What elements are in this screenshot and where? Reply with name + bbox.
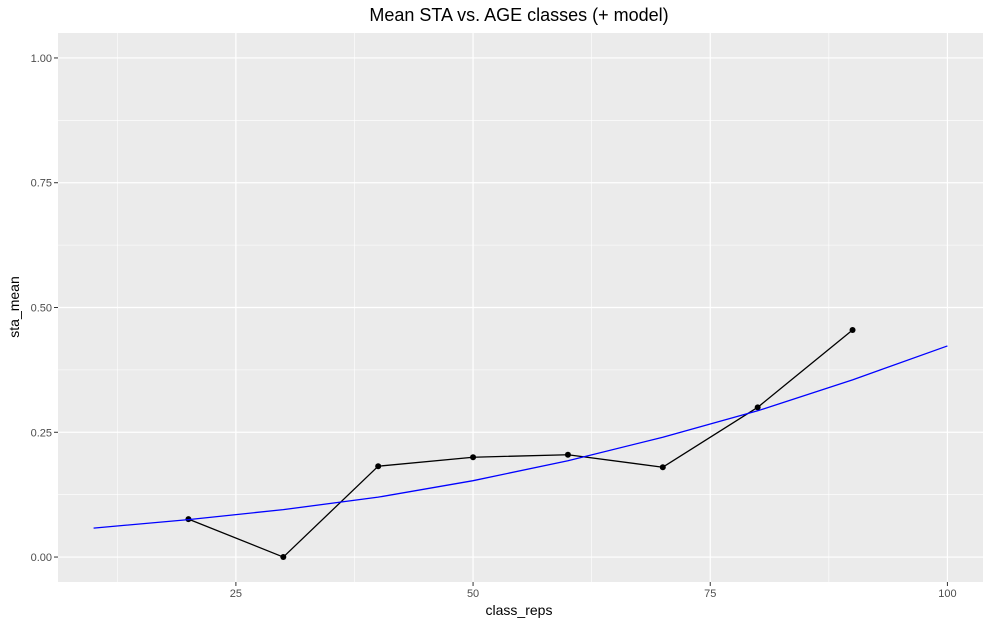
y-tick-label: 0.00 (31, 552, 52, 564)
y-tick-label: 0.50 (31, 303, 52, 315)
data-point (280, 554, 287, 561)
series-layer (93, 326, 948, 561)
x-tick-label: 100 (938, 588, 956, 600)
data-point (470, 454, 477, 461)
major-gridlines (58, 33, 983, 582)
y-tick-label: 0.25 (31, 427, 52, 439)
data-point (659, 464, 666, 471)
y-axis: 0.00 0.25 0.50 0.75 1.00 (31, 53, 58, 564)
x-axis: 25 50 75 100 (230, 582, 957, 600)
series-line-0 (188, 329, 853, 558)
data-point (754, 404, 761, 411)
y-axis-title: sta_mean (6, 276, 22, 337)
x-axis-title: class_reps (486, 602, 553, 618)
x-tick-label: 25 (230, 588, 242, 600)
data-point (375, 463, 382, 470)
y-tick-label: 1.00 (31, 53, 52, 65)
y-tick-label: 0.75 (31, 178, 52, 190)
chart-title: Mean STA vs. AGE classes (+ model) (369, 5, 668, 25)
data-point (849, 326, 856, 333)
data-point (564, 451, 571, 458)
x-tick-label: 50 (467, 588, 479, 600)
model-curve-line (93, 345, 948, 529)
x-tick-label: 75 (704, 588, 716, 600)
